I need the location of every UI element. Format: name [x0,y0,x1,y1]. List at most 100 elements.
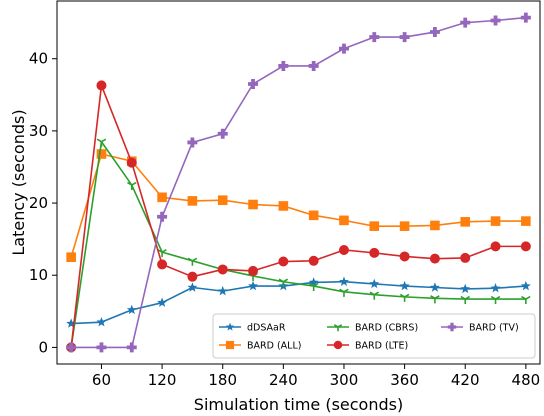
data-point [248,265,259,276]
data-point [278,278,289,287]
series-line [70,84,526,348]
data-point [278,60,289,71]
y-tick-label: 40 [29,50,48,68]
legend-marker [333,324,343,332]
legend-label: BARD (ALL) [247,341,301,352]
legend-label: dDSAaR [247,323,286,334]
series-line [70,140,526,348]
data-point [96,80,107,91]
series-bard-all [66,149,531,262]
legend-entry: dDSAaR [219,323,286,334]
legend-entry: BARD (ALL) [219,341,301,352]
data-point [521,295,531,305]
data-point [369,32,380,43]
series-line [70,153,526,258]
x-tick-label: 60 [92,371,111,389]
legend-entry: BARD (TV) [441,323,519,334]
data-point [399,251,410,262]
legend-label: BARD (TV) [469,323,519,334]
data-point [187,271,198,282]
data-point [126,157,137,168]
data-point [308,282,319,292]
data-point [460,295,470,305]
data-point [217,285,228,296]
data-point [520,241,531,252]
data-point [187,137,198,148]
y-tick-label: 20 [29,194,48,212]
data-point [66,342,77,353]
data-point [248,199,258,210]
data-point [430,220,440,231]
data-point [369,291,380,300]
x-tick-label: 180 [208,371,237,389]
x-tick-label: 120 [148,371,177,389]
data-point [96,316,107,327]
legend-label: BARD (LTE) [355,341,408,352]
data-point [96,138,107,147]
data-point [369,247,380,258]
data-point [429,27,440,38]
data-point [399,293,410,302]
data-point [308,60,319,71]
data-point [157,192,167,203]
plot-area [66,12,531,353]
y-tick-label: 0 [38,338,48,356]
data-point [430,295,440,304]
legend-entry: BARD (CBRS) [327,323,418,334]
data-point [187,196,198,206]
y-tick-label: 30 [29,122,48,140]
data-point [490,241,501,252]
data-point [490,216,501,226]
data-point [460,217,471,227]
y-tick-label: 10 [29,266,48,284]
data-point [157,259,168,270]
data-point [308,210,319,221]
x-tick-label: 240 [269,371,298,389]
data-point [187,257,198,266]
data-point [248,78,259,89]
legend-label: BARD (CBRS) [355,323,418,334]
data-point [127,181,137,191]
data-point [66,318,77,328]
series-bard-tv [66,12,531,353]
legend-marker [225,340,235,350]
series-bard-lte [66,80,531,353]
data-point [278,201,289,211]
x-tick-label: 360 [390,371,419,389]
legend-box [212,313,536,359]
data-point [369,278,380,289]
data-point [460,17,471,28]
data-point [399,280,410,291]
plot-frame [56,0,541,365]
x-axis-label: Simulation time (seconds) [194,395,403,414]
data-point [520,12,531,23]
data-point [126,304,137,315]
data-point [369,221,380,231]
data-point [339,215,349,226]
data-point [338,43,349,54]
legend-marker [225,322,235,331]
data-point [187,282,198,292]
legend: dDSAaR BARD (ALL) BARD (CBRS) BARD (LTE) BAR… [212,313,536,359]
data-point [460,252,471,263]
data-point [248,280,258,291]
axes: 60 120 180 240 300 360 420 480 0 10 20 30 40 [29,0,541,389]
data-point [490,283,501,293]
data-point [490,15,501,26]
data-point [338,244,349,255]
data-point [521,216,531,226]
data-point [429,282,440,292]
data-point [460,283,471,294]
data-point [308,255,319,266]
data-point [399,221,410,231]
data-point [157,297,168,307]
y-axis-label: Latency (seconds) [9,109,28,255]
data-point [278,256,289,267]
data-point [157,211,168,222]
data-point [339,276,349,286]
data-point [217,195,228,205]
data-point [217,264,228,275]
series-line [71,16,526,349]
x-tick-label: 300 [330,371,359,389]
